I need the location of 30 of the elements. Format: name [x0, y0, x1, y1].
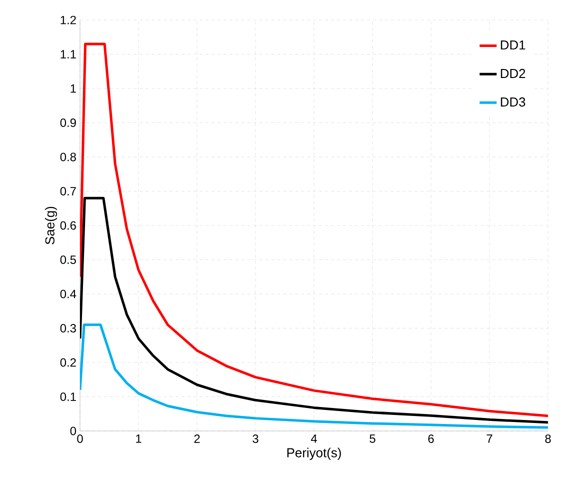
y-tick-label: 0.7 — [60, 187, 76, 196]
y-tick-label: 0.4 — [60, 290, 76, 298]
x-tick-label: 7 — [486, 434, 492, 443]
legend-label: DD3 — [500, 97, 526, 107]
x-tick-label: 2 — [194, 434, 200, 443]
y-axis-title: Sae(g) — [44, 206, 58, 244]
x-tick-label: 1 — [136, 434, 142, 443]
line-series — [80, 42, 548, 418]
x-tick-label: 5 — [370, 434, 376, 443]
legend-label: DD1 — [500, 40, 526, 50]
y-tick-label: 0 — [70, 426, 76, 436]
legend-label: DD2 — [500, 68, 526, 78]
line-series — [80, 324, 548, 429]
line-series — [80, 196, 548, 424]
y-tick-label: 0.5 — [60, 256, 76, 264]
y-tick-label: 1 — [70, 84, 76, 93]
y-tick-label: 1.1 — [60, 50, 76, 58]
x-tick-label: 3 — [252, 434, 258, 443]
x-tick-label: 0 — [77, 434, 83, 443]
x-tick-label: 8 — [545, 434, 551, 443]
x-tick-label: 6 — [428, 434, 434, 443]
y-tick-label: 0.3 — [60, 324, 76, 332]
y-tick-label: 0.8 — [60, 152, 76, 162]
x-tick-label: 4 — [310, 434, 317, 443]
y-tick-label: 0.1 — [60, 392, 76, 401]
y-tick-label: 0.2 — [60, 358, 76, 367]
y-tick-label: 1.2 — [60, 16, 76, 24]
y-tick-label: 0.6 — [60, 221, 76, 230]
x-axis-title: Periyot(s) — [287, 448, 341, 460]
y-tick-label: 0.9 — [60, 118, 76, 127]
